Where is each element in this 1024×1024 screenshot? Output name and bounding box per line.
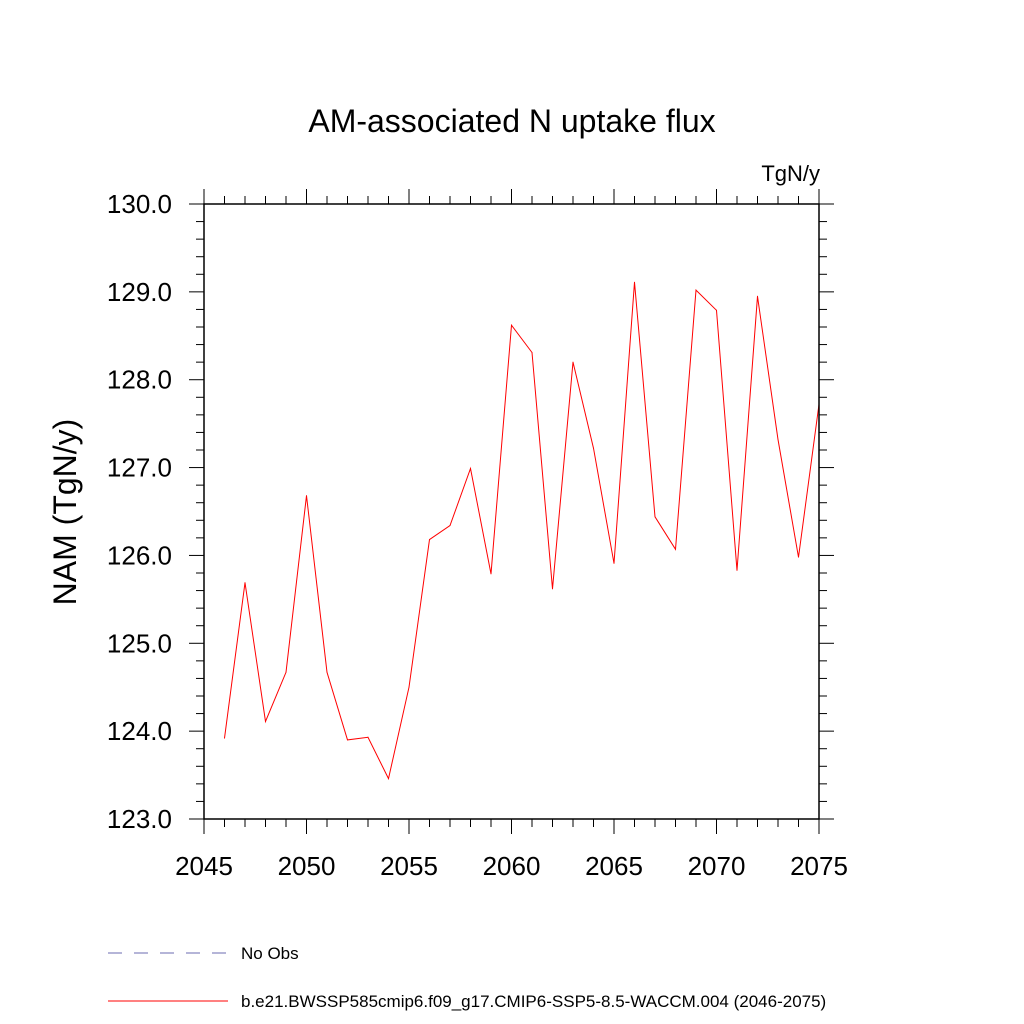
data-point [593,447,594,449]
data-point [490,573,492,575]
y-tick-label: 125.0 [107,628,172,658]
axis-tick-labels: 2045 2050 2055 2060 2065 2070 2075 123.0 124.0 12… [107,189,848,881]
data-point [347,739,348,741]
data-point [613,562,615,564]
units-label: TgN/y [761,161,820,186]
y-tick-label: 130.0 [107,189,172,219]
data-point [449,525,451,527]
data-point [326,671,328,673]
x-tick-label: 2050 [278,851,336,881]
x-tick-label: 2045 [175,851,233,881]
data-point [572,361,574,363]
data-point [244,582,246,584]
data-point [388,778,389,780]
x-tick-label: 2065 [585,851,643,881]
legend: No Obs b.e21.BWSSP585cmip6.f09_g17.CMIP6… [108,944,826,1011]
x-tick-label: 2060 [483,851,541,881]
data-point [757,295,758,297]
data-point [265,720,266,722]
chart-title: AM-associated N uptake flux [308,103,715,139]
data-point [367,736,369,738]
data-point [224,737,225,739]
x-tick-label: 2075 [790,851,848,881]
data-point [675,548,676,550]
data-point [798,556,799,558]
data-point [777,438,779,440]
series-layer [224,281,820,781]
data-point [470,467,471,469]
data-point [695,289,697,291]
data-point [736,569,738,571]
x-tick-label: 2055 [380,851,438,881]
data-point [654,516,656,518]
y-tick-label: 128.0 [107,365,172,395]
data-point [429,539,430,541]
data-point [552,588,553,590]
data-point [408,686,410,688]
plot-frame [203,203,820,820]
y-tick-label: 124.0 [107,716,172,746]
data-point [531,351,533,353]
data-point [716,309,717,311]
data-point [634,281,635,283]
axis-ticks [189,189,834,834]
y-tick-label: 129.0 [107,277,172,307]
data-point [285,671,287,673]
legend-label-no-obs: No Obs [241,944,299,963]
y-tick-label: 126.0 [107,540,172,570]
y-axis-label: NAM (TgN/y) [47,419,83,606]
series-line [224,282,820,781]
data-point [511,324,512,326]
legend-label-model-run: b.e21.BWSSP585cmip6.f09_g17.CMIP6-SSP5-8… [241,992,826,1011]
data-point [306,495,307,497]
y-tick-label: 123.0 [107,804,172,834]
x-tick-label: 2070 [688,851,746,881]
y-tick-label: 127.0 [107,453,172,483]
